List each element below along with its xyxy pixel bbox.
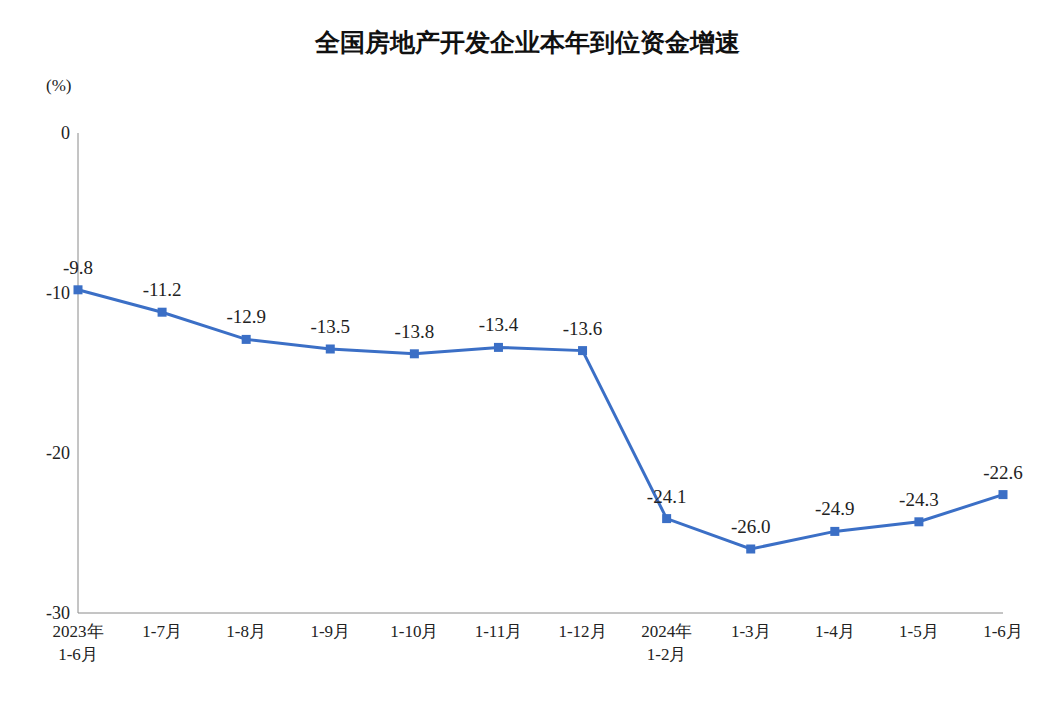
svg-text:1-10月: 1-10月 bbox=[390, 622, 438, 641]
svg-text:-11.2: -11.2 bbox=[143, 279, 182, 300]
svg-text:-24.3: -24.3 bbox=[899, 489, 939, 510]
svg-text:1-5月: 1-5月 bbox=[899, 622, 939, 641]
svg-text:1-9月: 1-9月 bbox=[310, 622, 350, 641]
svg-text:-24.1: -24.1 bbox=[647, 486, 687, 507]
html-text:全国房地产开发企业本年到位资金增速: 全国房地产开发企业本年到位资金增速 bbox=[314, 29, 740, 56]
svg-text:-13.8: -13.8 bbox=[395, 321, 435, 342]
svg-text:-20: -20 bbox=[46, 443, 70, 463]
svg-text:1-8月: 1-8月 bbox=[226, 622, 266, 641]
svg-text:0: 0 bbox=[61, 123, 70, 143]
svg-text:2024年1-2月: 2024年1-2月 bbox=[641, 622, 692, 664]
svg-text:-22.6: -22.6 bbox=[983, 462, 1023, 483]
svg-text:-30: -30 bbox=[46, 603, 70, 623]
svg-text:1-3月: 1-3月 bbox=[731, 622, 771, 641]
svg-text:-12.9: -12.9 bbox=[226, 306, 266, 327]
svg-text:-26.0: -26.0 bbox=[731, 516, 771, 537]
svg-text:-13.4: -13.4 bbox=[479, 314, 519, 335]
svg-text:1-11月: 1-11月 bbox=[475, 622, 523, 641]
svg-text:1-12月: 1-12月 bbox=[558, 622, 606, 641]
svg-text:1-4月: 1-4月 bbox=[815, 622, 855, 641]
svg-text:1-6月: 1-6月 bbox=[983, 622, 1023, 641]
svg-text:-13.5: -13.5 bbox=[310, 316, 350, 337]
svg-text:-24.9: -24.9 bbox=[815, 498, 855, 519]
svg-text:-13.6: -13.6 bbox=[563, 318, 603, 339]
svg-text:1-7月: 1-7月 bbox=[142, 622, 182, 641]
svg-text:-10: -10 bbox=[46, 283, 70, 303]
svg-text:-9.8: -9.8 bbox=[63, 257, 93, 278]
svg-text:2023年1-6月: 2023年1-6月 bbox=[53, 622, 104, 664]
